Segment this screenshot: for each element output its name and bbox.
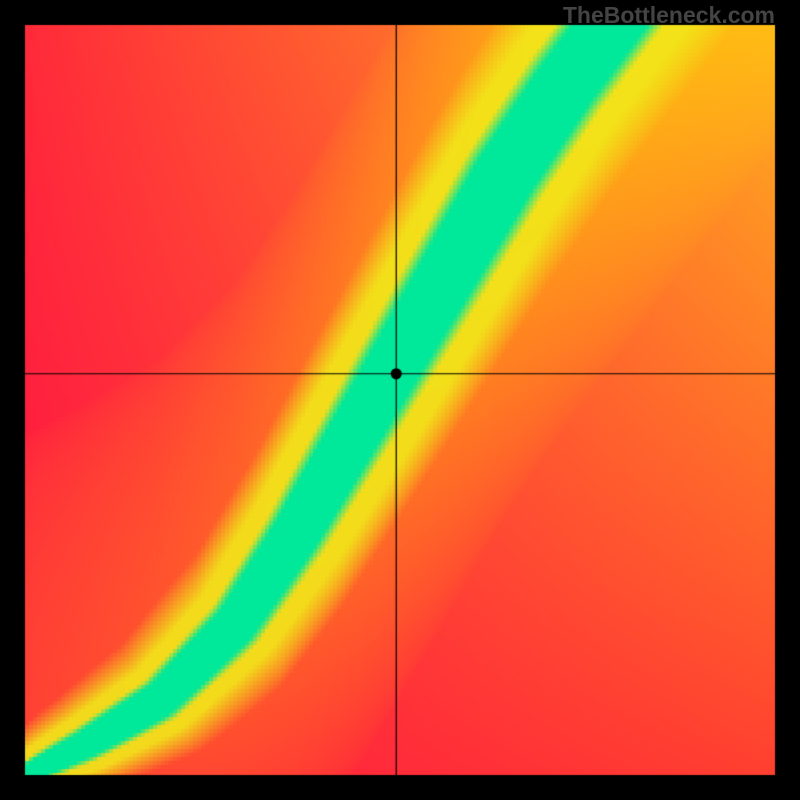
bottleneck-heatmap bbox=[0, 0, 800, 800]
chart-container: TheBottleneck.com bbox=[0, 0, 800, 800]
watermark-text: TheBottleneck.com bbox=[563, 2, 775, 29]
